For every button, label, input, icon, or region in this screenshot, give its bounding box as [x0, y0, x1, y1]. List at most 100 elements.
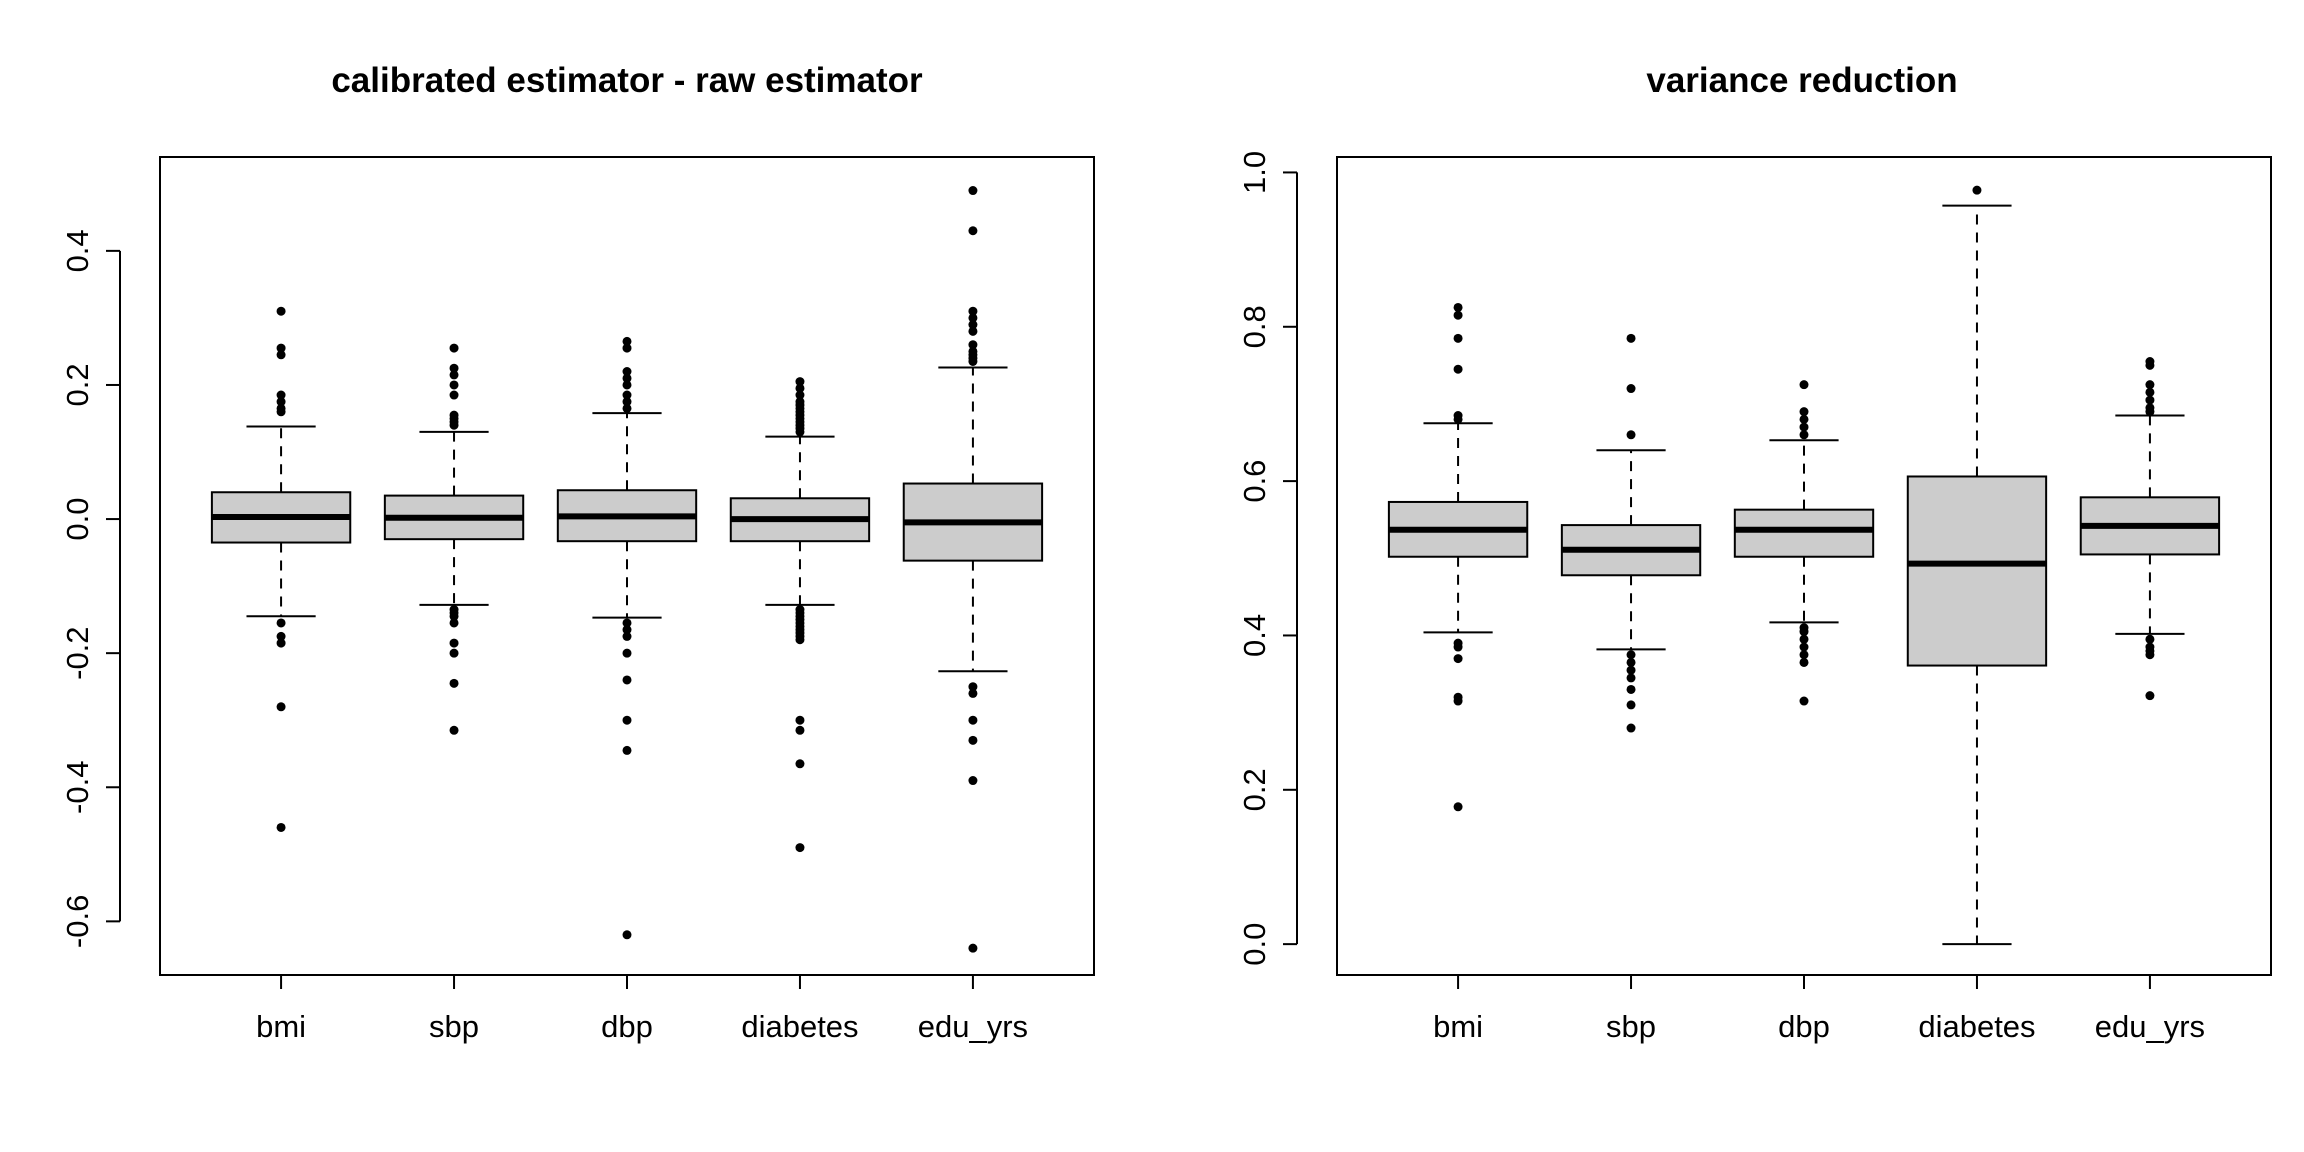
outlier-point — [449, 363, 459, 373]
outlier-point — [276, 390, 286, 400]
outlier-point — [968, 776, 978, 786]
outlier-point — [276, 618, 286, 628]
outlier-point — [1626, 665, 1636, 675]
x-axis: bmi sbp dbp diabetes edu_yrs — [1433, 975, 2205, 1044]
outlier-point — [276, 397, 286, 407]
outlier-point — [449, 380, 459, 390]
boxplot-edu_yrs — [2079, 357, 2221, 701]
outlier-point — [795, 759, 805, 769]
outlier-point — [1799, 407, 1809, 417]
outlier-point — [276, 306, 286, 316]
panel-variance-reduction: variance reduction 0.0 0.2 0.4 0.6 0.8 1.0 bm… — [1237, 61, 2272, 1044]
outlier-point — [1799, 650, 1809, 660]
outlier-point — [622, 675, 632, 685]
y-tick-label: 0.0 — [1237, 923, 1272, 966]
outlier-point — [622, 367, 632, 377]
x-tick-label: dbp — [601, 1009, 653, 1044]
boxplots — [210, 186, 1044, 953]
x-tick-label: bmi — [256, 1009, 306, 1044]
x-tick-label: diabetes — [741, 1009, 858, 1044]
outlier-point — [449, 611, 459, 621]
x-tick-label: sbp — [1606, 1009, 1656, 1044]
outlier-point — [1799, 414, 1809, 424]
outlier-point — [449, 678, 459, 688]
outlier-point — [276, 350, 286, 360]
x-tick-label: dbp — [1778, 1009, 1830, 1044]
outlier-point — [622, 618, 632, 628]
outlier-point — [1799, 696, 1809, 706]
outlier-point — [1972, 185, 1982, 195]
outlier-point — [622, 373, 632, 383]
outlier-point — [1453, 654, 1463, 664]
outlier-point — [2145, 650, 2155, 660]
outlier-point — [795, 843, 805, 853]
outlier-point — [2145, 380, 2155, 390]
outlier-point — [276, 343, 286, 353]
outlier-point — [1799, 627, 1809, 637]
y-tick-label: 1.0 — [1237, 151, 1272, 194]
outlier-point — [795, 725, 805, 735]
outlier-point — [1799, 634, 1809, 644]
y-tick-label: 0.0 — [60, 498, 95, 541]
outlier-point — [968, 340, 978, 350]
y-axis: 0.0 0.2 0.4 0.6 0.8 1.0 — [1237, 151, 1298, 966]
outlier-point — [1799, 430, 1809, 440]
outlier-point — [449, 725, 459, 735]
outlier-point — [622, 343, 632, 353]
outlier-point — [795, 635, 805, 645]
outlier-point — [1626, 700, 1636, 710]
x-tick-label: sbp — [429, 1009, 479, 1044]
outlier-point — [1626, 333, 1636, 343]
outlier-point — [1453, 414, 1463, 424]
y-tick-label: 0.6 — [1237, 460, 1272, 503]
outlier-point — [1453, 802, 1463, 812]
outlier-point — [795, 383, 805, 393]
outlier-point — [1453, 302, 1463, 312]
outlier-point — [622, 390, 632, 400]
outlier-point — [968, 715, 978, 725]
boxplot-sbp — [383, 343, 525, 735]
outlier-point — [1626, 673, 1636, 683]
outlier-point — [2145, 407, 2155, 417]
outlier-point — [622, 397, 632, 407]
outlier-point — [449, 343, 459, 353]
outlier-point — [968, 688, 978, 698]
outlier-point — [622, 625, 632, 635]
y-tick-label: 0.2 — [60, 363, 95, 406]
outlier-point — [968, 226, 978, 236]
boxplot-diabetes — [1906, 185, 2048, 946]
x-tick-label: edu_yrs — [918, 1009, 1028, 1044]
boxplot-bmi — [210, 306, 352, 832]
outlier-point — [968, 313, 978, 323]
outlier-point — [968, 306, 978, 316]
outlier-point — [2145, 634, 2155, 644]
x-tick-label: diabetes — [1918, 1009, 2035, 1044]
boxplot-dbp — [1733, 380, 1875, 706]
boxplot-dbp — [556, 336, 698, 940]
outlier-point — [2145, 387, 2155, 397]
x-tick-label: bmi — [1433, 1009, 1483, 1044]
y-tick-label: 0.2 — [1237, 768, 1272, 811]
outlier-point — [1799, 642, 1809, 652]
outlier-point — [622, 648, 632, 658]
outlier-point — [1453, 333, 1463, 343]
y-tick-label: -0.2 — [60, 626, 95, 679]
outlier-point — [1626, 684, 1636, 694]
outlier-point — [276, 702, 286, 712]
outlier-point — [449, 370, 459, 380]
outlier-point — [1626, 430, 1636, 440]
outlier-point — [622, 403, 632, 413]
outlier-point — [449, 420, 459, 430]
outlier-point — [795, 427, 805, 437]
outlier-point — [968, 326, 978, 336]
outlier-point — [1626, 650, 1636, 660]
outlier-point — [449, 390, 459, 400]
outlier-point — [1453, 364, 1463, 374]
boxplot-sbp — [1560, 333, 1702, 733]
outlier-point — [1799, 380, 1809, 390]
chart-title: variance reduction — [1646, 61, 1957, 100]
outlier-point — [622, 715, 632, 725]
outlier-point — [449, 638, 459, 648]
